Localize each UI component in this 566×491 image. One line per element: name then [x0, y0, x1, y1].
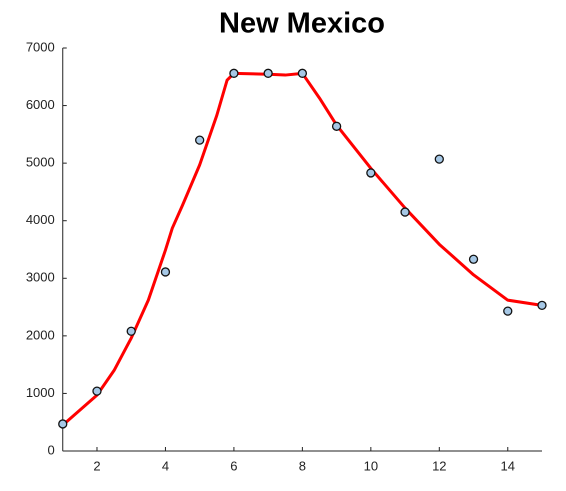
x-tick-label: 10	[364, 458, 378, 473]
data-point	[503, 306, 513, 316]
x-tick-label: 4	[162, 458, 169, 473]
data-point	[229, 68, 239, 78]
x-tick-label: 12	[432, 458, 446, 473]
y-tick-label: 7000	[26, 39, 55, 54]
y-tick-label: 0	[48, 442, 55, 457]
data-point	[468, 254, 479, 264]
data-point	[331, 121, 342, 131]
data-point	[195, 135, 205, 145]
data-point	[92, 386, 102, 396]
data-point	[400, 207, 410, 217]
x-tick-label: 14	[501, 458, 515, 473]
data-point	[537, 300, 547, 310]
y-tick-label: 4000	[26, 212, 55, 227]
y-tick-label: 3000	[26, 270, 55, 285]
y-tick-label: 2000	[26, 327, 55, 342]
y-tick-label: 1000	[26, 385, 55, 400]
chart-title: New Mexico	[219, 8, 385, 40]
data-point	[434, 154, 444, 164]
data-point	[126, 326, 136, 336]
y-tick-label: 5000	[26, 155, 55, 170]
data-point	[297, 68, 308, 78]
x-tick-label: 2	[93, 458, 100, 473]
data-point	[366, 168, 376, 178]
x-tick-label: 6	[230, 458, 237, 473]
x-tick-label: 8	[299, 458, 306, 473]
data-point	[58, 419, 68, 429]
data-point	[160, 267, 171, 277]
fit-line	[61, 71, 543, 427]
y-tick-label: 6000	[26, 97, 55, 112]
data-point	[263, 68, 273, 78]
